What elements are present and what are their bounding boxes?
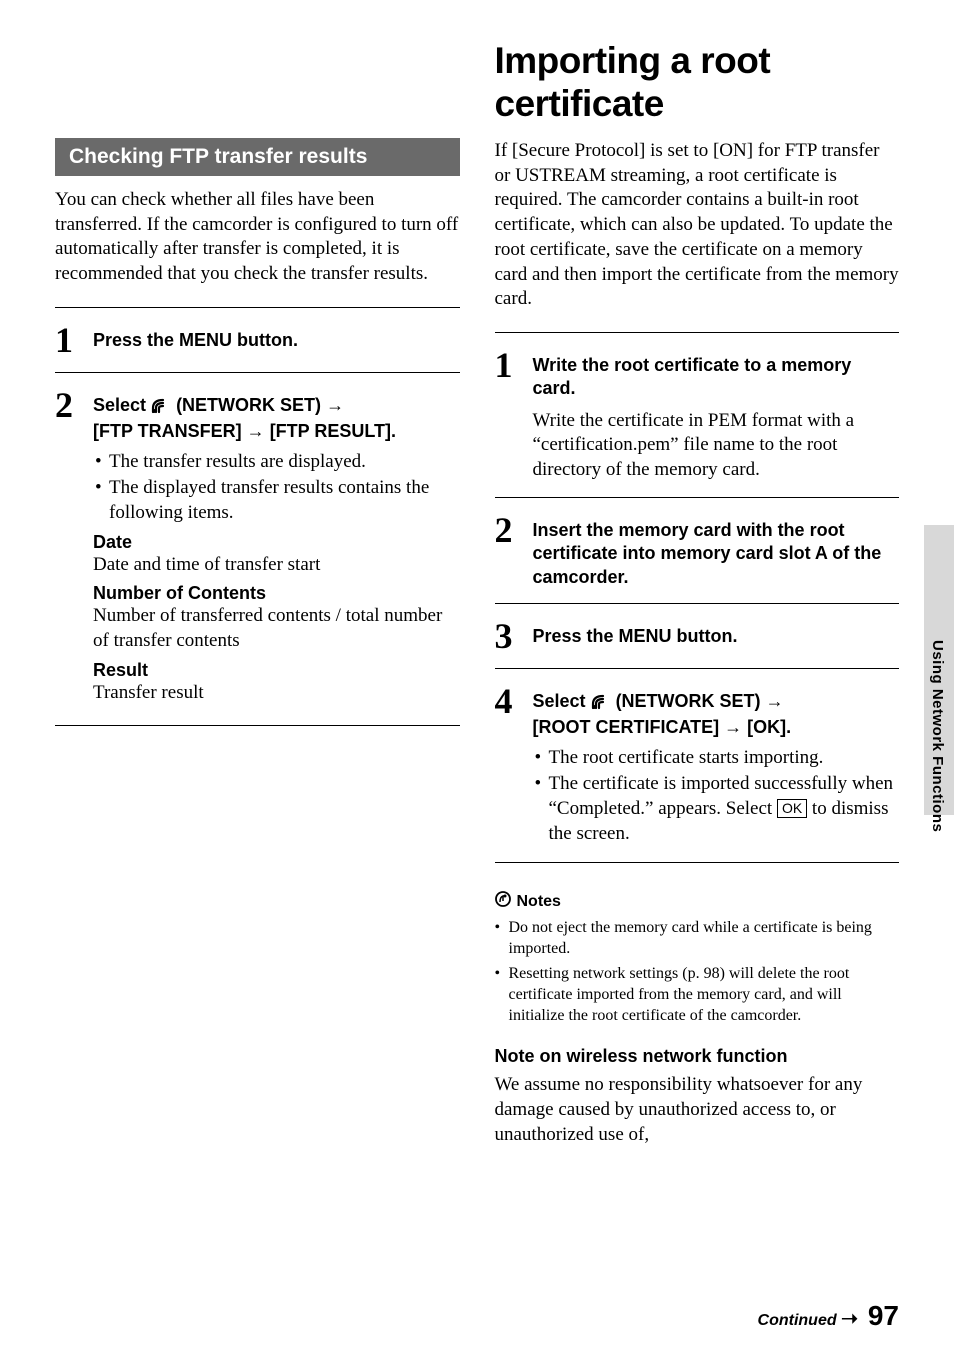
sub-heading: Note on wireless network function [495,1046,900,1067]
divider [55,372,460,373]
page-title: Importing a root certificate [495,40,900,125]
step-content: Press the MENU button. [533,618,900,648]
intro-text: You can check whether all files have bee… [55,188,460,287]
continued-label: Continued ➝ [758,1306,858,1331]
text: (NETWORK SET) [176,395,326,415]
step-number: 4 [495,683,523,719]
list-item: The transfer results are displayed. [93,450,460,475]
intro-text: If [Secure Protocol] is set to [ON] for … [495,139,900,312]
bullet-list: The transfer results are displayed. The … [93,450,460,526]
step-1: 1 Write the root certificate to a memory… [495,347,900,483]
step-2: 2 Select (NETWORK SET) → [FTP TRANSFER] … [55,387,460,712]
body-text: We assume no responsibility whatsoever f… [495,1073,900,1147]
step-number: 3 [495,618,523,654]
text: Continued [758,1312,837,1329]
step-4: 4 Select (NETWORK SET) → [ROOT CERTIFICA… [495,683,900,849]
divider [495,603,900,604]
notes-icon [495,891,511,912]
divider [495,497,900,498]
step-number: 1 [55,322,83,358]
text: [FTP RESULT]. [270,421,396,441]
continued-arrow-icon: ➝ [841,1308,858,1330]
step-number: 2 [55,387,83,423]
right-column: Importing a root certificate If [Secure … [495,40,900,1154]
notes-list: Do not eject the memory card while a cer… [495,918,900,1026]
text: (NETWORK SET) [616,691,766,711]
arrow-icon: → [247,421,265,441]
step-title: Press the MENU button. [93,329,460,352]
step-content: Insert the memory card with the root cer… [533,512,900,589]
step-content: Write the root certificate to a memory c… [533,347,900,483]
sub-text: Date and time of transfer start [93,553,460,578]
sub-heading: Date [93,532,460,553]
page-footer: Continued ➝ 97 [758,1300,899,1332]
divider [495,332,900,333]
step-1: 1 Press the MENU button. [55,322,460,358]
arrow-icon: → [766,691,784,711]
divider [55,307,460,308]
list-item: The root certificate starts importing. [533,746,900,771]
step-title: Select (NETWORK SET) → [ROOT CERTIFICATE… [533,690,900,740]
divider [495,668,900,669]
bullet-list: The root certificate starts importing. T… [533,746,900,847]
network-icon [591,692,611,716]
step-title: Press the MENU button. [533,625,900,648]
list-item: The certificate is imported successfully… [533,772,900,846]
text: [OK]. [747,717,791,737]
sub-heading: Number of Contents [93,583,460,604]
arrow-icon: → [326,395,344,415]
network-icon [151,396,171,420]
text: Select [93,395,151,415]
divider [495,862,900,863]
sub-text: Transfer result [93,681,460,706]
step-body: Write the certificate in PEM format with… [533,409,900,483]
text: [ROOT CERTIFICATE] [533,717,725,737]
step-title: Select (NETWORK SET) → [FTP TRANSFER] → … [93,394,460,444]
step-title: Write the root certificate to a memory c… [533,354,900,401]
sub-text: Number of transferred contents / total n… [93,604,460,653]
divider [55,725,460,726]
side-section-label: Using Network Functions [929,640,946,832]
notes-header: Notes [495,891,900,912]
step-content: Select (NETWORK SET) → [ROOT CERTIFICATE… [533,683,900,849]
ok-box-icon: OK [777,799,807,818]
left-column: Checking FTP transfer results You can ch… [55,40,460,1154]
list-item: Resetting network settings (p. 98) will … [495,964,900,1026]
arrow-icon: → [724,717,742,737]
step-title: Insert the memory card with the root cer… [533,519,900,589]
section-heading: Checking FTP transfer results [55,138,460,176]
text: [FTP TRANSFER] [93,421,247,441]
text: Select [533,691,591,711]
list-item: Do not eject the memory card while a cer… [495,918,900,960]
step-content: Press the MENU button. [93,322,460,352]
step-content: Select (NETWORK SET) → [FTP TRANSFER] → … [93,387,460,712]
notes-label: Notes [517,893,561,911]
list-item: The displayed transfer results contains … [93,476,460,525]
sub-heading: Result [93,660,460,681]
page-number: 97 [868,1300,899,1332]
step-2: 2 Insert the memory card with the root c… [495,512,900,589]
step-number: 1 [495,347,523,383]
step-number: 2 [495,512,523,548]
step-3: 3 Press the MENU button. [495,618,900,654]
page-columns: Checking FTP transfer results You can ch… [55,40,899,1154]
